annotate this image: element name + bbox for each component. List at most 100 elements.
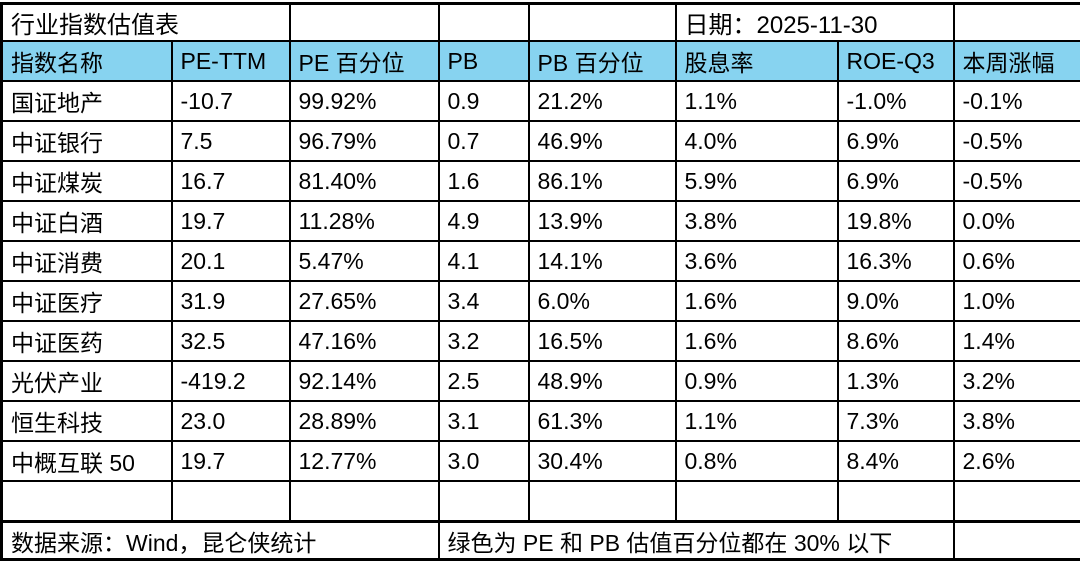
footer-empty-cell [952, 520, 1080, 561]
title-empty-cell [288, 2, 440, 42]
col-header-pe-pct: PE 百分位 [288, 40, 440, 82]
pe-percentile-cell: 92.14% [288, 360, 440, 402]
roe-q3-cell: -1.0% [836, 80, 955, 122]
pe-ttm-cell: 31.9 [170, 280, 291, 322]
index-name-cell: 恒生科技 [0, 400, 173, 442]
week-change-cell: 1.0% [952, 280, 1080, 322]
pb-cell: 1.6 [437, 160, 530, 202]
week-change-cell: 1.4% [952, 320, 1080, 362]
pb-percentile-cell: 61.3% [527, 400, 677, 442]
pb-percentile-cell: 16.5% [527, 320, 677, 362]
pb-cell: 0.9 [437, 80, 530, 122]
pb-cell: 4.9 [437, 200, 530, 242]
roe-q3-cell: 19.8% [836, 200, 955, 242]
pb-percentile-cell: 46.9% [527, 120, 677, 162]
pe-ttm-cell: -10.7 [170, 80, 291, 122]
table-body: 国证地产 -10.7 99.92% 0.9 21.2% 1.1% -1.0% -0.1% 中证银… [0, 80, 1080, 482]
dividend-yield-cell: 0.9% [674, 360, 839, 402]
dividend-yield-cell: 0.8% [674, 440, 839, 482]
dividend-yield-cell: 1.1% [674, 80, 839, 122]
pe-ttm-cell: 16.7 [170, 160, 291, 202]
footer-row: 数据来源：Wind，昆仑侠统计 绿色为 PE 和 PB 估值百分位都在 30% … [0, 520, 1080, 561]
table-title: 行业指数估值表 [0, 2, 291, 42]
col-header-index-name: 指数名称 [0, 40, 173, 82]
pb-percentile-cell: 14.1% [527, 240, 677, 282]
table-row: 中证白酒 19.7 11.28% 4.9 13.9% 3.8% 19.8% 0.0% [0, 200, 1080, 242]
table-row: 中证医药 32.5 47.16% 3.2 16.5% 1.6% 8.6% 1.4% [0, 320, 1080, 362]
data-source-note: 数据来源：Wind，昆仑侠统计 [0, 520, 440, 561]
week-change-cell: 3.2% [952, 360, 1080, 402]
pb-percentile-cell: 86.1% [527, 160, 677, 202]
week-change-cell: 0.6% [952, 240, 1080, 282]
pe-percentile-cell: 5.47% [288, 240, 440, 282]
table-row: 中证银行 7.5 96.79% 0.7 46.9% 4.0% 6.9% -0.5% [0, 120, 1080, 162]
week-change-cell: 0.0% [952, 200, 1080, 242]
table-row: 中证煤炭 16.7 81.40% 1.6 86.1% 5.9% 6.9% -0.5% [0, 160, 1080, 202]
col-header-div-yield: 股息率 [674, 40, 839, 82]
pe-ttm-cell: 32.5 [170, 320, 291, 362]
pb-cell: 3.0 [437, 440, 530, 482]
pe-ttm-cell: 19.7 [170, 200, 291, 242]
col-header-week-change: 本周涨幅 [952, 40, 1080, 82]
pe-percentile-cell: 11.28% [288, 200, 440, 242]
pe-percentile-cell: 47.16% [288, 320, 440, 362]
empty-cell [527, 480, 677, 523]
table-row: 国证地产 -10.7 99.92% 0.9 21.2% 1.1% -1.0% -0.1% [0, 80, 1080, 122]
pb-cell: 4.1 [437, 240, 530, 282]
index-name-cell: 中概互联 50 [0, 440, 173, 482]
pe-percentile-cell: 28.89% [288, 400, 440, 442]
pe-ttm-cell: -419.2 [170, 360, 291, 402]
pb-cell: 3.2 [437, 320, 530, 362]
pb-percentile-cell: 13.9% [527, 200, 677, 242]
week-change-cell: 2.6% [952, 440, 1080, 482]
date-cell: 日期：2025-11-30 [674, 2, 955, 42]
roe-q3-cell: 6.9% [836, 120, 955, 162]
table-row: 光伏产业 -419.2 92.14% 2.5 48.9% 0.9% 1.3% 3.2% [0, 360, 1080, 402]
dividend-yield-cell: 3.6% [674, 240, 839, 282]
dividend-yield-cell: 5.9% [674, 160, 839, 202]
index-name-cell: 中证医药 [0, 320, 173, 362]
pb-percentile-cell: 48.9% [527, 360, 677, 402]
index-name-cell: 国证地产 [0, 80, 173, 122]
week-change-cell: 3.8% [952, 400, 1080, 442]
empty-cell [437, 480, 530, 523]
pe-percentile-cell: 99.92% [288, 80, 440, 122]
empty-cell [674, 480, 839, 523]
pe-percentile-cell: 27.65% [288, 280, 440, 322]
roe-q3-cell: 1.3% [836, 360, 955, 402]
week-change-cell: -0.5% [952, 160, 1080, 202]
title-empty-cell [527, 2, 677, 42]
dividend-yield-cell: 3.8% [674, 200, 839, 242]
pb-percentile-cell: 6.0% [527, 280, 677, 322]
week-change-cell: -0.1% [952, 80, 1080, 122]
col-header-roe-q3: ROE-Q3 [836, 40, 955, 82]
pb-cell: 3.4 [437, 280, 530, 322]
empty-row [0, 480, 1080, 523]
dividend-yield-cell: 4.0% [674, 120, 839, 162]
table-row: 中证医疗 31.9 27.65% 3.4 6.0% 1.6% 9.0% 1.0% [0, 280, 1080, 322]
pe-ttm-cell: 23.0 [170, 400, 291, 442]
pb-percentile-cell: 30.4% [527, 440, 677, 482]
col-header-pb: PB [437, 40, 530, 82]
index-name-cell: 光伏产业 [0, 360, 173, 402]
index-name-cell: 中证医疗 [0, 280, 173, 322]
pb-cell: 2.5 [437, 360, 530, 402]
pb-cell: 3.1 [437, 400, 530, 442]
index-name-cell: 中证煤炭 [0, 160, 173, 202]
title-row: 行业指数估值表 日期：2025-11-30 [0, 2, 1080, 42]
col-header-pe-ttm: PE-TTM [170, 40, 291, 82]
roe-q3-cell: 9.0% [836, 280, 955, 322]
pe-ttm-cell: 19.7 [170, 440, 291, 482]
col-header-pb-pct: PB 百分位 [527, 40, 677, 82]
roe-q3-cell: 7.3% [836, 400, 955, 442]
title-empty-cell [952, 2, 1080, 42]
empty-cell [836, 480, 955, 523]
dividend-yield-cell: 1.6% [674, 280, 839, 322]
roe-q3-cell: 8.4% [836, 440, 955, 482]
roe-q3-cell: 8.6% [836, 320, 955, 362]
green-legend-note: 绿色为 PE 和 PB 估值百分位都在 30% 以下 [437, 520, 955, 561]
roe-q3-cell: 6.9% [836, 160, 955, 202]
pe-percentile-cell: 96.79% [288, 120, 440, 162]
